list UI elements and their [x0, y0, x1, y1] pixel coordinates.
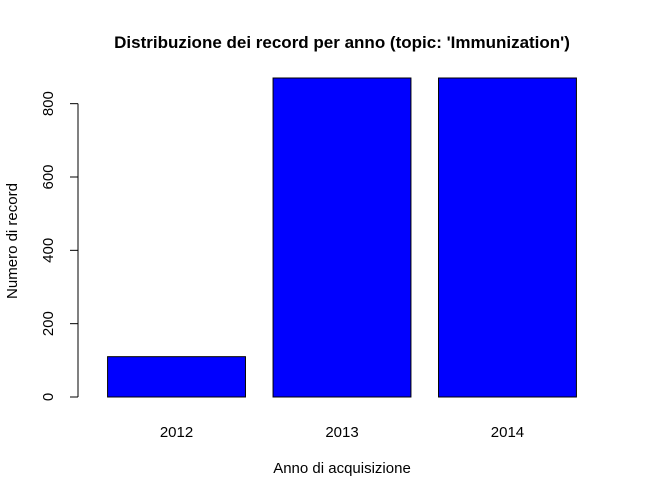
y-axis: 0 200 400 600 800: [40, 91, 79, 401]
y-tick-label-800: 800: [40, 91, 57, 116]
y-tick-label-0: 0: [40, 393, 57, 401]
x-tick-label-2012: 2012: [160, 424, 193, 441]
x-axis: 2012 2013 2014: [160, 424, 524, 441]
y-tick-label-600: 600: [40, 164, 57, 189]
bar-2014: [438, 77, 577, 398]
y-tick-label-200: 200: [40, 311, 57, 336]
bars-group: [107, 77, 577, 398]
bar-2012: [107, 356, 246, 398]
x-tick-label-2013: 2013: [325, 424, 358, 441]
x-axis-label: Anno di acquisizione: [273, 460, 411, 477]
bar-2013: [272, 77, 412, 398]
chart-title: Distribuzione dei record per anno (topic…: [114, 33, 570, 52]
y-axis-label: Numero di record: [4, 183, 21, 299]
x-tick-label-2014: 2014: [491, 424, 524, 441]
y-tick-label-400: 400: [40, 238, 57, 263]
